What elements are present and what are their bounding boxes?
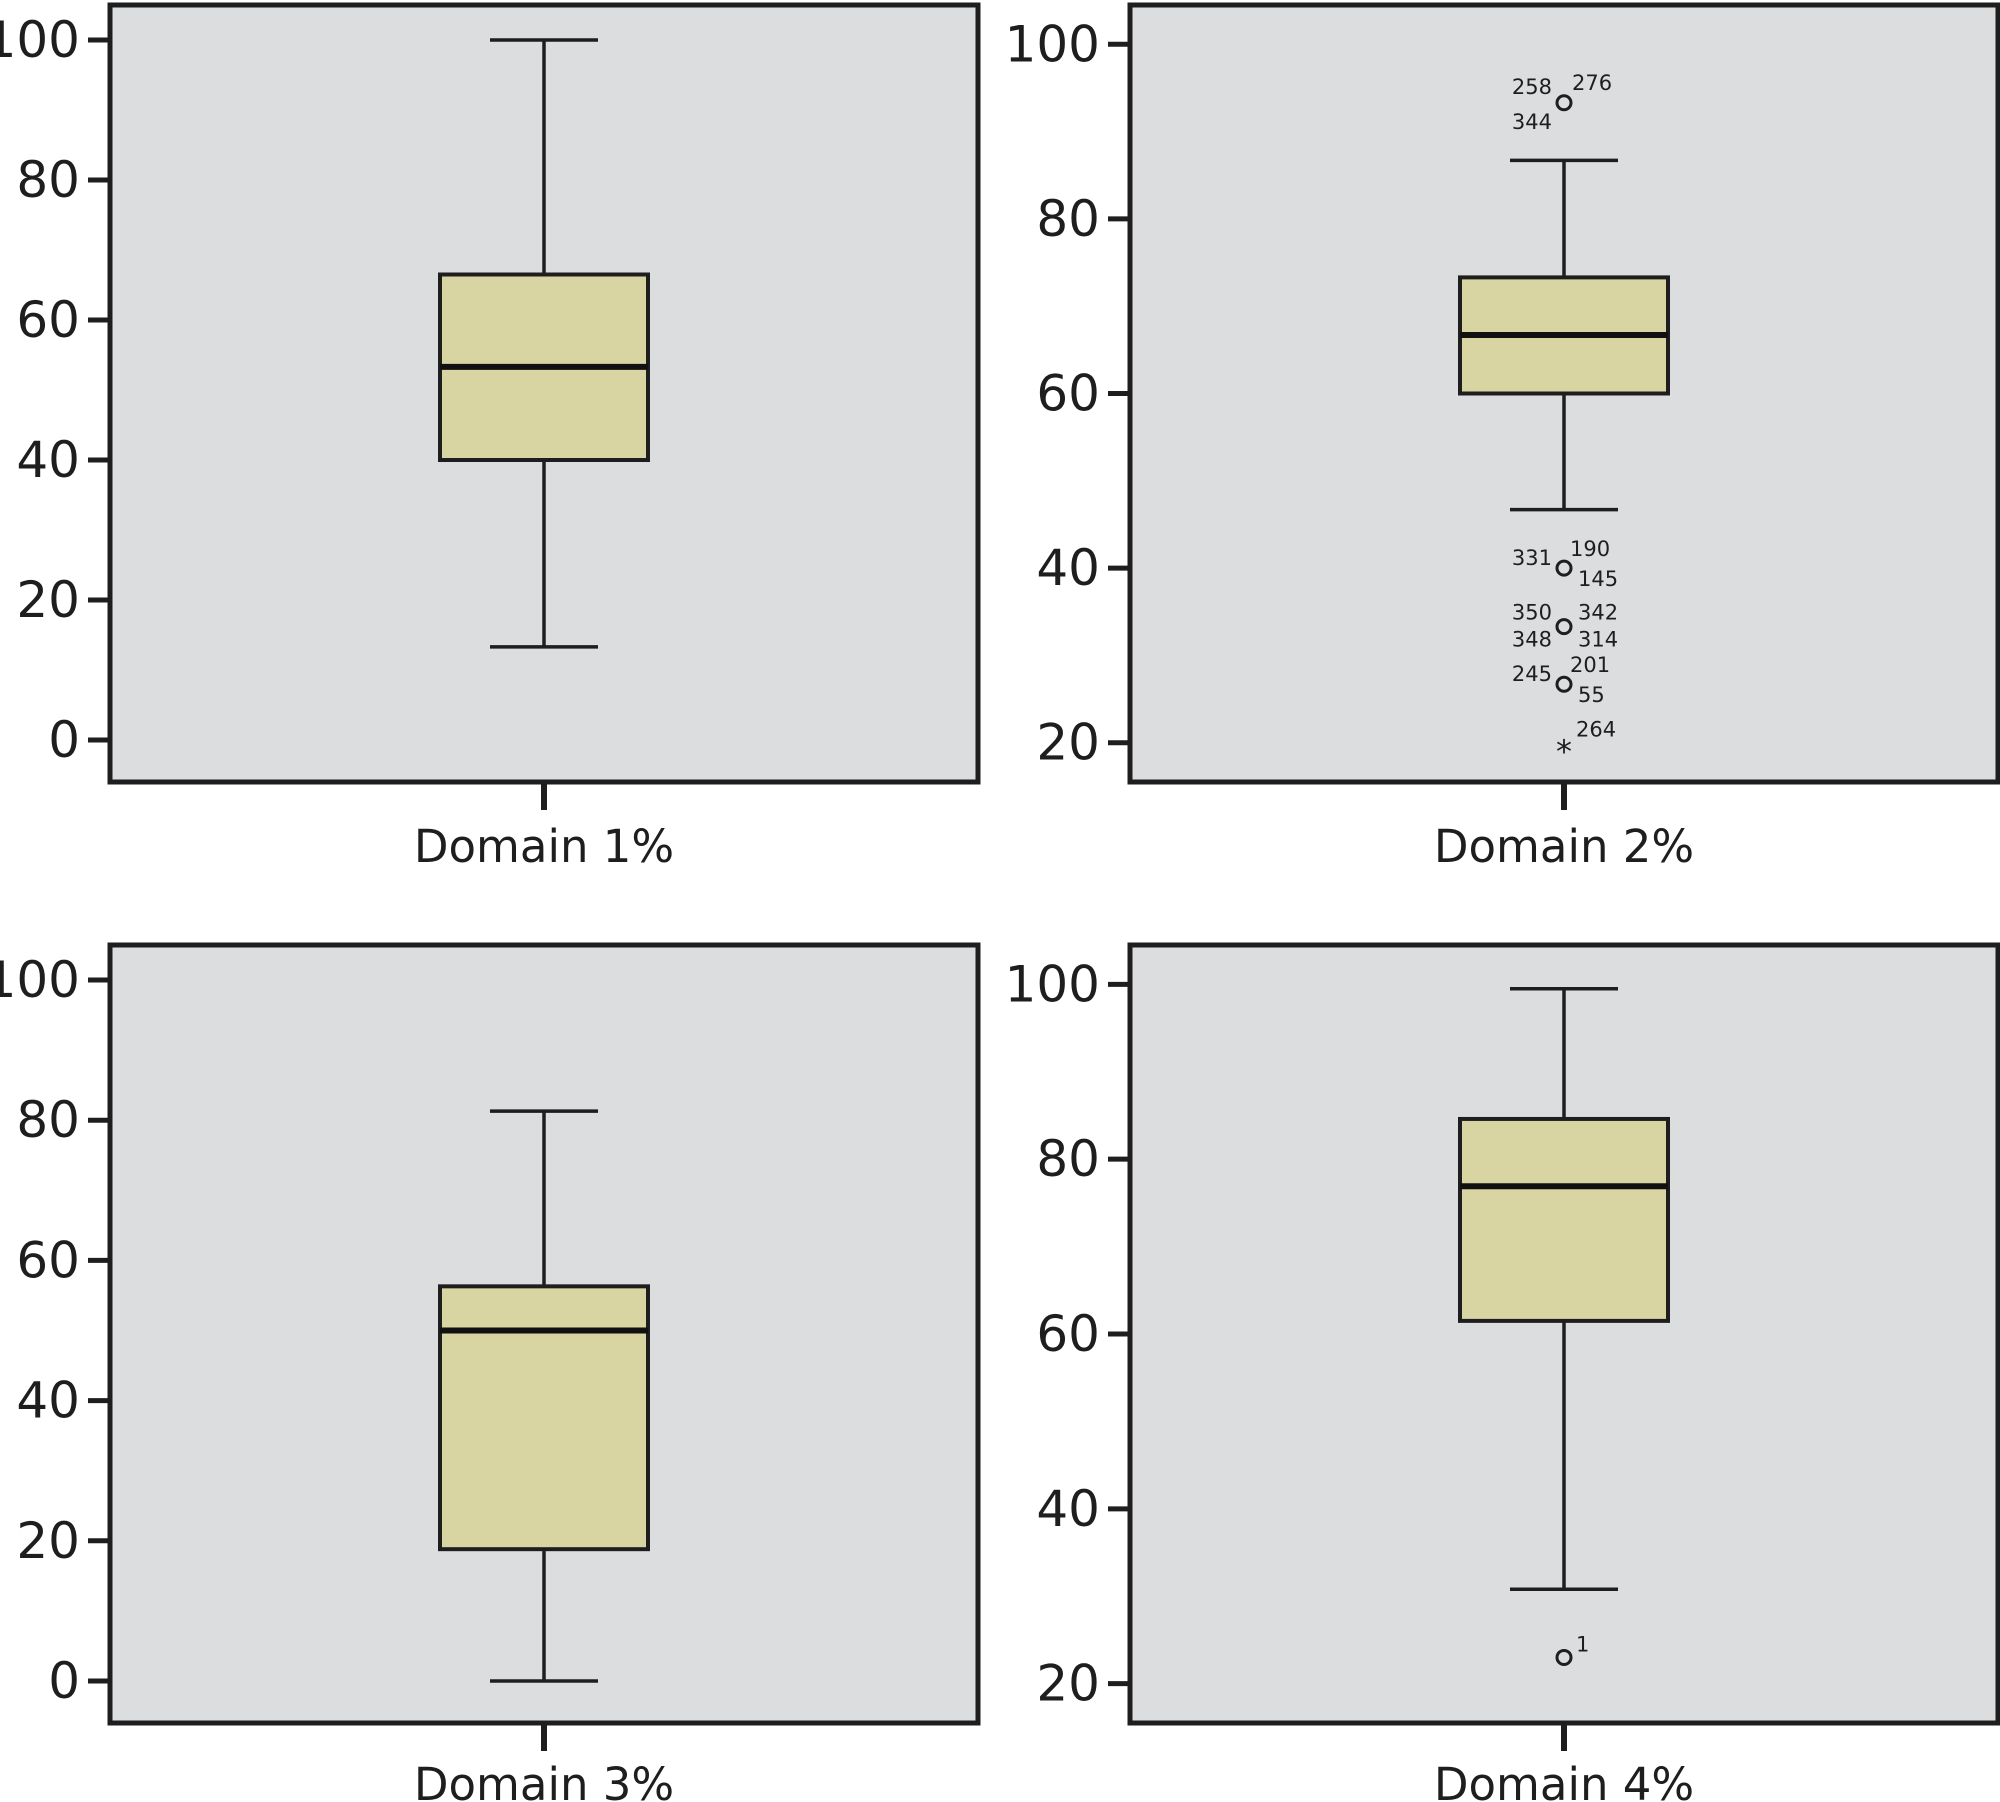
- y-tick-label: 60: [1036, 1305, 1100, 1363]
- outlier-case-label: 264: [1576, 718, 1616, 742]
- y-tick-label: 0: [48, 1652, 80, 1710]
- outlier-case-label: 201: [1570, 653, 1610, 677]
- y-tick-label: 100: [0, 11, 80, 69]
- x-axis-label: Domain 4%: [1434, 1758, 1694, 1802]
- y-tick-label: 80: [16, 151, 80, 209]
- outlier-group: 331 190 145: [1512, 537, 1618, 591]
- outlier-case-label: 1: [1576, 1632, 1589, 1656]
- plot-area: [1127, 2, 2000, 785]
- outlier-group: 350 342 348 314: [1512, 601, 1618, 652]
- outlier-case-label: 145: [1578, 567, 1618, 591]
- y-tick-label: 40: [16, 431, 80, 489]
- outlier-case-label: 350: [1512, 601, 1552, 625]
- outlier-case-label: 55: [1578, 683, 1605, 707]
- x-axis-label: Domain 2%: [1434, 820, 1694, 873]
- iqr-box: [438, 1284, 650, 1552]
- outlier-marker: [1555, 1648, 1573, 1666]
- iqr-box: [1458, 1116, 1670, 1323]
- outlier-case-label: 245: [1512, 662, 1552, 686]
- outlier-group: *264: [1556, 718, 1616, 771]
- y-tick-label: 40: [16, 1372, 80, 1430]
- y-tick-label: 100: [1005, 15, 1100, 73]
- outlier-marker: [1555, 94, 1573, 112]
- chart-panel-3: 0 20 40 60 80 100 Domain 3%: [0, 942, 981, 1802]
- y-tick-label: 20: [1036, 714, 1100, 772]
- y-tick-label: 0: [48, 711, 80, 769]
- outlier-case-label: 276: [1572, 71, 1612, 95]
- y-tick-label: 100: [0, 951, 80, 1009]
- outlier-star-marker: *: [1556, 733, 1572, 771]
- y-tick-label: 40: [1036, 1480, 1100, 1538]
- x-axis-label: Domain 1%: [414, 820, 674, 873]
- y-tick-label: 20: [1036, 1655, 1100, 1713]
- chart-panel-2: 20 40 60 80 100 Domain 2% 258 276 344 331 190 145 35…: [1005, 2, 2000, 873]
- y-tick-label: 80: [16, 1091, 80, 1149]
- outlier-case-label: 258: [1512, 75, 1552, 99]
- outlier-marker: [1555, 559, 1573, 577]
- outlier-case-label: 344: [1512, 110, 1552, 134]
- y-tick-label: 20: [16, 1512, 80, 1570]
- outlier-case-label: 190: [1570, 537, 1610, 561]
- y-tick-label: 80: [1036, 190, 1100, 248]
- outlier-marker: [1555, 618, 1573, 636]
- chart-panel-4: 20 40 60 80 100 Domain 4% 1: [1005, 942, 2000, 1802]
- y-tick-label: 60: [16, 291, 80, 349]
- outlier-case-label: 348: [1512, 628, 1552, 652]
- y-tick-label: 40: [1036, 539, 1100, 597]
- y-tick-label: 60: [1036, 365, 1100, 423]
- outlier-case-label: 331: [1512, 546, 1552, 570]
- outlier-marker: [1555, 675, 1573, 693]
- chart-panel-1: 0 20 40 60 80 100 Domain 1%: [0, 2, 981, 873]
- y-tick-label: 80: [1036, 1130, 1100, 1188]
- outlier-case-label: 314: [1578, 628, 1618, 652]
- y-tick-label: 20: [16, 571, 80, 629]
- outlier-group: 258 276 344: [1512, 71, 1612, 134]
- y-tick-label: 100: [1005, 955, 1100, 1013]
- x-axis-label: Domain 3%: [414, 1758, 674, 1802]
- outlier-case-label: 342: [1578, 601, 1618, 625]
- y-tick-label: 60: [16, 1231, 80, 1289]
- outlier-group: 245 201 55: [1512, 653, 1610, 707]
- outlier-group: 1: [1555, 1632, 1589, 1666]
